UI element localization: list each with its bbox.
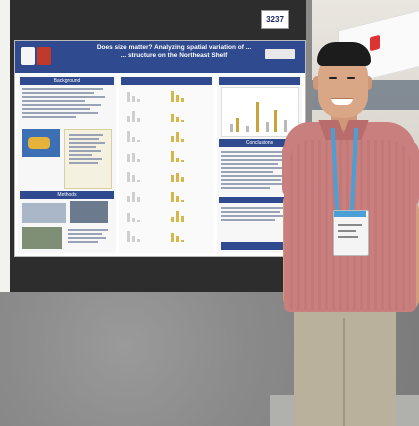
badge-stripe: [334, 211, 366, 217]
badge-text-line: [338, 236, 358, 238]
shield-logo: [37, 47, 51, 65]
hair: [317, 42, 371, 66]
histogram-row: [123, 229, 211, 242]
bar-chart-figure: [221, 87, 299, 137]
ear: [364, 76, 372, 90]
conclusions-text: [221, 151, 298, 191]
khaki-pants: [294, 300, 396, 426]
poster-column-left: Background Methods: [18, 75, 116, 253]
histogram-row: [123, 169, 211, 182]
methods-text: [68, 229, 112, 245]
section-heading-figure: [219, 77, 300, 85]
section-heading-background: Background: [20, 77, 114, 85]
poster-title-line2: ... structure on the Northeast Shelf: [120, 52, 228, 59]
key-question-box: [64, 129, 112, 189]
background-text: [22, 88, 112, 120]
eye: [347, 77, 355, 79]
histogram-row: [123, 129, 211, 142]
map-highlight: [28, 137, 50, 149]
badge-text-line: [338, 230, 356, 232]
badge-text-line: [338, 224, 362, 226]
histogram-row: [123, 149, 211, 162]
ear: [313, 76, 321, 90]
smile: [331, 98, 353, 105]
histogram-row: [123, 189, 211, 202]
name-badge: [333, 210, 369, 256]
poster-title-line1: Does size matter? Analyzing spatial vari…: [96, 44, 252, 51]
methods-photo: [22, 203, 66, 223]
eye: [329, 77, 337, 79]
booth-number-tag: 3237: [261, 10, 289, 29]
histogram-row: [123, 209, 211, 222]
university-logo: [21, 47, 35, 65]
lab-photo: [22, 227, 62, 249]
future-work-text: [221, 207, 298, 223]
poster-header: Does size matter? Analyzing spatial vari…: [15, 41, 305, 73]
poster-title: Does size matter? Analyzing spatial vari…: [55, 44, 293, 70]
histogram-row: [123, 109, 211, 122]
sponsor-logos: [221, 242, 298, 250]
section-heading-conclusions: Conclusions: [219, 139, 300, 147]
future-work-heading: [219, 197, 300, 203]
poster-column-middle: [119, 75, 214, 253]
section-heading-results: [121, 77, 212, 85]
research-poster: Does size matter? Analyzing spatial vari…: [14, 40, 306, 257]
sampling-photo: [70, 201, 108, 223]
section-heading-methods: Methods: [20, 191, 114, 199]
partner-logo: [265, 49, 295, 59]
pants-seam: [343, 318, 345, 426]
poster-column-right: Conclusions: [217, 75, 302, 253]
histogram-row: [123, 89, 211, 102]
